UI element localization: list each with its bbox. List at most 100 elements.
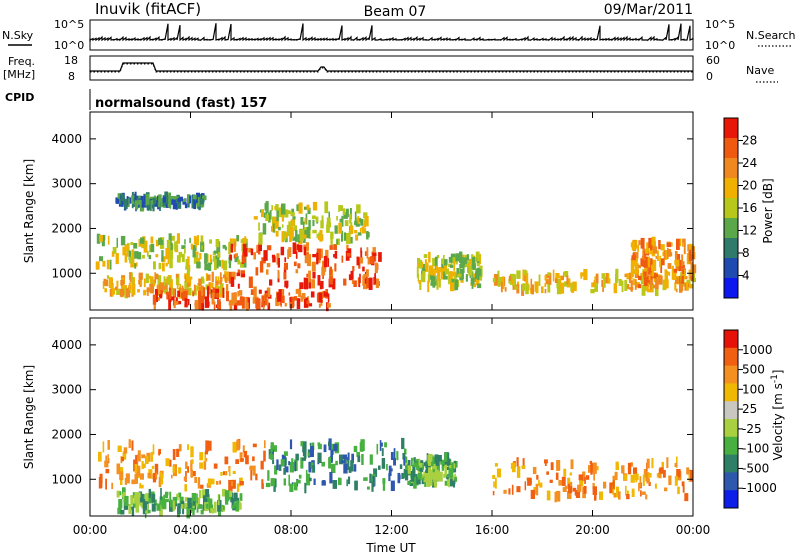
nsearch-label: N.Search <box>746 29 796 42</box>
data-cell <box>231 505 235 509</box>
data-cell <box>334 263 337 272</box>
data-cell <box>596 282 598 291</box>
data-cell <box>120 280 124 286</box>
data-cell <box>564 271 569 278</box>
data-cell <box>158 476 162 484</box>
data-cell <box>689 283 693 289</box>
data-cell <box>433 477 436 483</box>
data-cell <box>147 250 149 257</box>
data-cell <box>601 273 605 279</box>
data-cell <box>228 490 233 497</box>
data-cell <box>666 457 669 468</box>
data-cell <box>627 462 632 475</box>
data-cell <box>690 276 694 282</box>
data-cell <box>371 481 374 492</box>
data-cell <box>572 487 577 492</box>
data-cell <box>203 461 207 470</box>
data-cell <box>151 465 155 469</box>
data-cell <box>627 490 629 496</box>
data-cell <box>674 463 678 468</box>
data-cell <box>283 231 287 241</box>
data-cell <box>672 272 677 280</box>
data-cell <box>205 503 209 509</box>
data-cell <box>131 201 136 205</box>
data-cell <box>312 465 316 473</box>
data-cell <box>188 287 192 296</box>
data-cell <box>125 473 130 484</box>
data-cell <box>169 491 172 502</box>
data-cell <box>333 443 338 452</box>
data-cell <box>189 237 191 244</box>
data-cell <box>364 215 369 227</box>
data-cell <box>407 480 411 485</box>
data-cell <box>511 484 514 495</box>
data-cell <box>309 477 312 482</box>
data-cell <box>258 233 263 245</box>
data-cell <box>595 273 599 284</box>
data-cell <box>204 253 208 264</box>
data-cell <box>266 298 269 306</box>
data-cell <box>214 283 218 292</box>
data-cell <box>692 278 696 283</box>
data-cell <box>351 453 354 463</box>
data-cell <box>641 259 644 267</box>
data-cell <box>634 473 639 481</box>
data-cell <box>419 282 422 290</box>
data-cell <box>172 500 175 512</box>
data-cell <box>142 254 145 259</box>
data-cell <box>338 222 342 234</box>
data-cell <box>303 297 309 308</box>
data-cell <box>121 493 125 498</box>
data-cell <box>432 268 435 276</box>
data-cell <box>342 454 347 460</box>
data-cell <box>102 260 106 267</box>
data-cell <box>656 473 660 478</box>
data-cell <box>161 250 164 262</box>
data-cell <box>241 273 246 278</box>
data-cell <box>270 453 273 460</box>
data-cell <box>150 243 155 253</box>
data-cell <box>203 495 208 507</box>
data-cell <box>354 220 359 226</box>
data-cell <box>165 498 169 503</box>
data-cell <box>210 289 213 299</box>
data-cell <box>293 482 298 491</box>
data-cell <box>288 221 293 228</box>
data-cell <box>180 504 184 509</box>
data-cell <box>159 498 164 509</box>
data-cell <box>182 200 186 205</box>
colorbar-swatch <box>724 419 738 438</box>
date-title: 09/Mar/2011 <box>604 2 693 18</box>
data-cell <box>295 453 299 461</box>
data-cell <box>477 254 481 262</box>
data-cell <box>150 451 154 462</box>
data-cell <box>369 256 374 264</box>
data-cell <box>278 207 283 218</box>
data-cell <box>142 502 147 511</box>
data-cell <box>692 264 697 274</box>
data-cell <box>504 287 507 292</box>
data-cell <box>134 191 137 204</box>
data-cell <box>141 500 144 509</box>
data-cell <box>307 207 311 215</box>
data-cell <box>283 267 287 273</box>
data-cell <box>105 455 107 463</box>
data-cell <box>200 285 204 297</box>
data-cell <box>643 271 647 277</box>
data-cell <box>645 248 649 254</box>
data-cell <box>407 465 412 474</box>
data-cell <box>434 454 439 464</box>
data-cell <box>690 272 693 280</box>
data-cell <box>682 269 685 275</box>
data-cell <box>541 286 544 294</box>
data-cell <box>169 199 172 209</box>
data-cell <box>614 471 618 481</box>
data-cell <box>609 482 614 494</box>
data-cell <box>151 493 156 503</box>
data-cell <box>187 466 189 473</box>
data-cell <box>305 469 308 482</box>
data-cell <box>229 254 232 260</box>
data-cell <box>162 196 166 203</box>
data-cell <box>452 271 457 277</box>
